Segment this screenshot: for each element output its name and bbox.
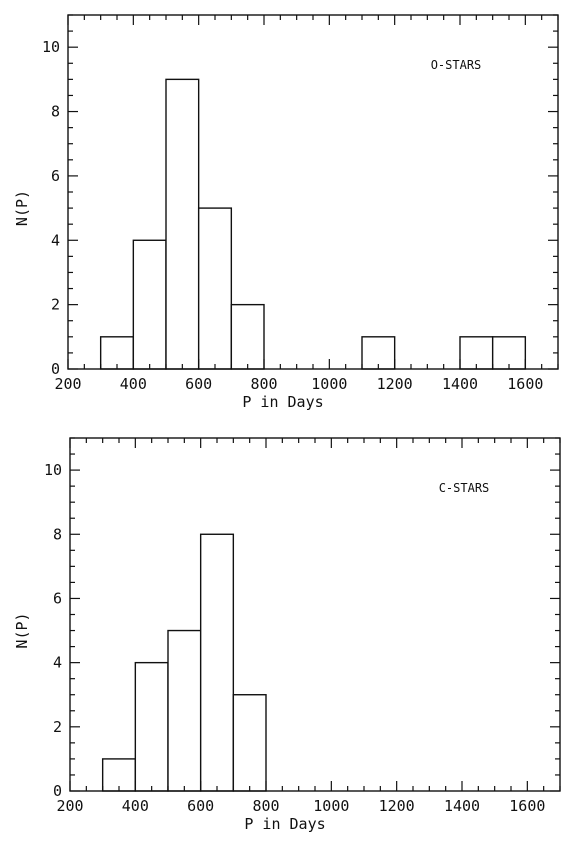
o-stars-x-tick-label: 1400 — [442, 375, 478, 393]
c-stars-ylabel: N(P) — [13, 612, 31, 648]
o-stars-x-tick-label: 1600 — [507, 375, 543, 393]
o-stars-bar — [165, 78, 200, 370]
c-stars-y-tick-label: 8 — [53, 525, 62, 543]
o-stars-ylabel: N(P) — [13, 190, 31, 226]
c-stars-x-tick-label: 1600 — [509, 797, 545, 815]
o-stars-x-tick-label: 1200 — [377, 375, 413, 393]
c-stars-y-tick-label: 4 — [53, 654, 62, 672]
c-stars-x-tick-label: 1200 — [379, 797, 415, 815]
o-stars-y-tick-label: 0 — [51, 360, 60, 378]
o-stars-y-tick-label: 6 — [51, 167, 60, 185]
c-stars-bar — [134, 661, 169, 792]
o-stars-panel: 200 400 600 800 1000 1200 1400 1600 0 2 4 6 8 10 O-STA… — [13, 14, 559, 411]
o-stars-x-tick-label: 400 — [120, 375, 147, 393]
o-stars-bar — [197, 207, 233, 370]
c-stars-x-tick-label: 400 — [122, 797, 149, 815]
c-stars-x-tick-label: 600 — [187, 797, 214, 815]
c-stars-y-tick-label: 10 — [44, 461, 62, 479]
o-stars-y-tick-label: 2 — [51, 296, 60, 314]
c-stars-x-tick-label: 1000 — [313, 797, 349, 815]
o-stars-bar — [230, 303, 265, 370]
o-stars-bar — [491, 336, 527, 370]
c-stars-bar — [167, 629, 202, 792]
c-stars-bar — [232, 694, 267, 792]
c-stars-xlabel: P in Days — [244, 815, 325, 833]
o-stars-x-tick-label: 1000 — [311, 375, 347, 393]
c-stars-annotation: C-STARS — [439, 481, 490, 495]
c-stars-x-tick-label: 800 — [252, 797, 279, 815]
o-stars-annotation: O-STARS — [431, 58, 482, 72]
o-stars-y-tick-label: 8 — [51, 103, 60, 121]
c-stars-x-tick-label: 200 — [56, 797, 83, 815]
c-stars-bar — [199, 533, 235, 792]
o-stars-x-tick-label: 800 — [250, 375, 277, 393]
c-stars-panel: 200 400 600 800 1000 1200 1400 1600 0 2 4 6 8 10 C-STA… — [13, 437, 561, 833]
o-stars-x-tick-label: 600 — [185, 375, 212, 393]
o-stars-y-tick-label: 10 — [42, 38, 60, 56]
c-stars-y-tick-label: 2 — [53, 718, 62, 736]
o-stars-x-tick-label: 200 — [54, 375, 81, 393]
c-stars-x-tick-label: 1400 — [444, 797, 480, 815]
o-stars-y-tick-label: 4 — [51, 231, 60, 249]
o-stars-xlabel: P in Days — [242, 393, 323, 411]
o-stars-bar — [132, 239, 167, 370]
c-stars-y-tick-label: 0 — [53, 782, 62, 800]
c-stars-y-tick-label: 6 — [53, 589, 62, 607]
